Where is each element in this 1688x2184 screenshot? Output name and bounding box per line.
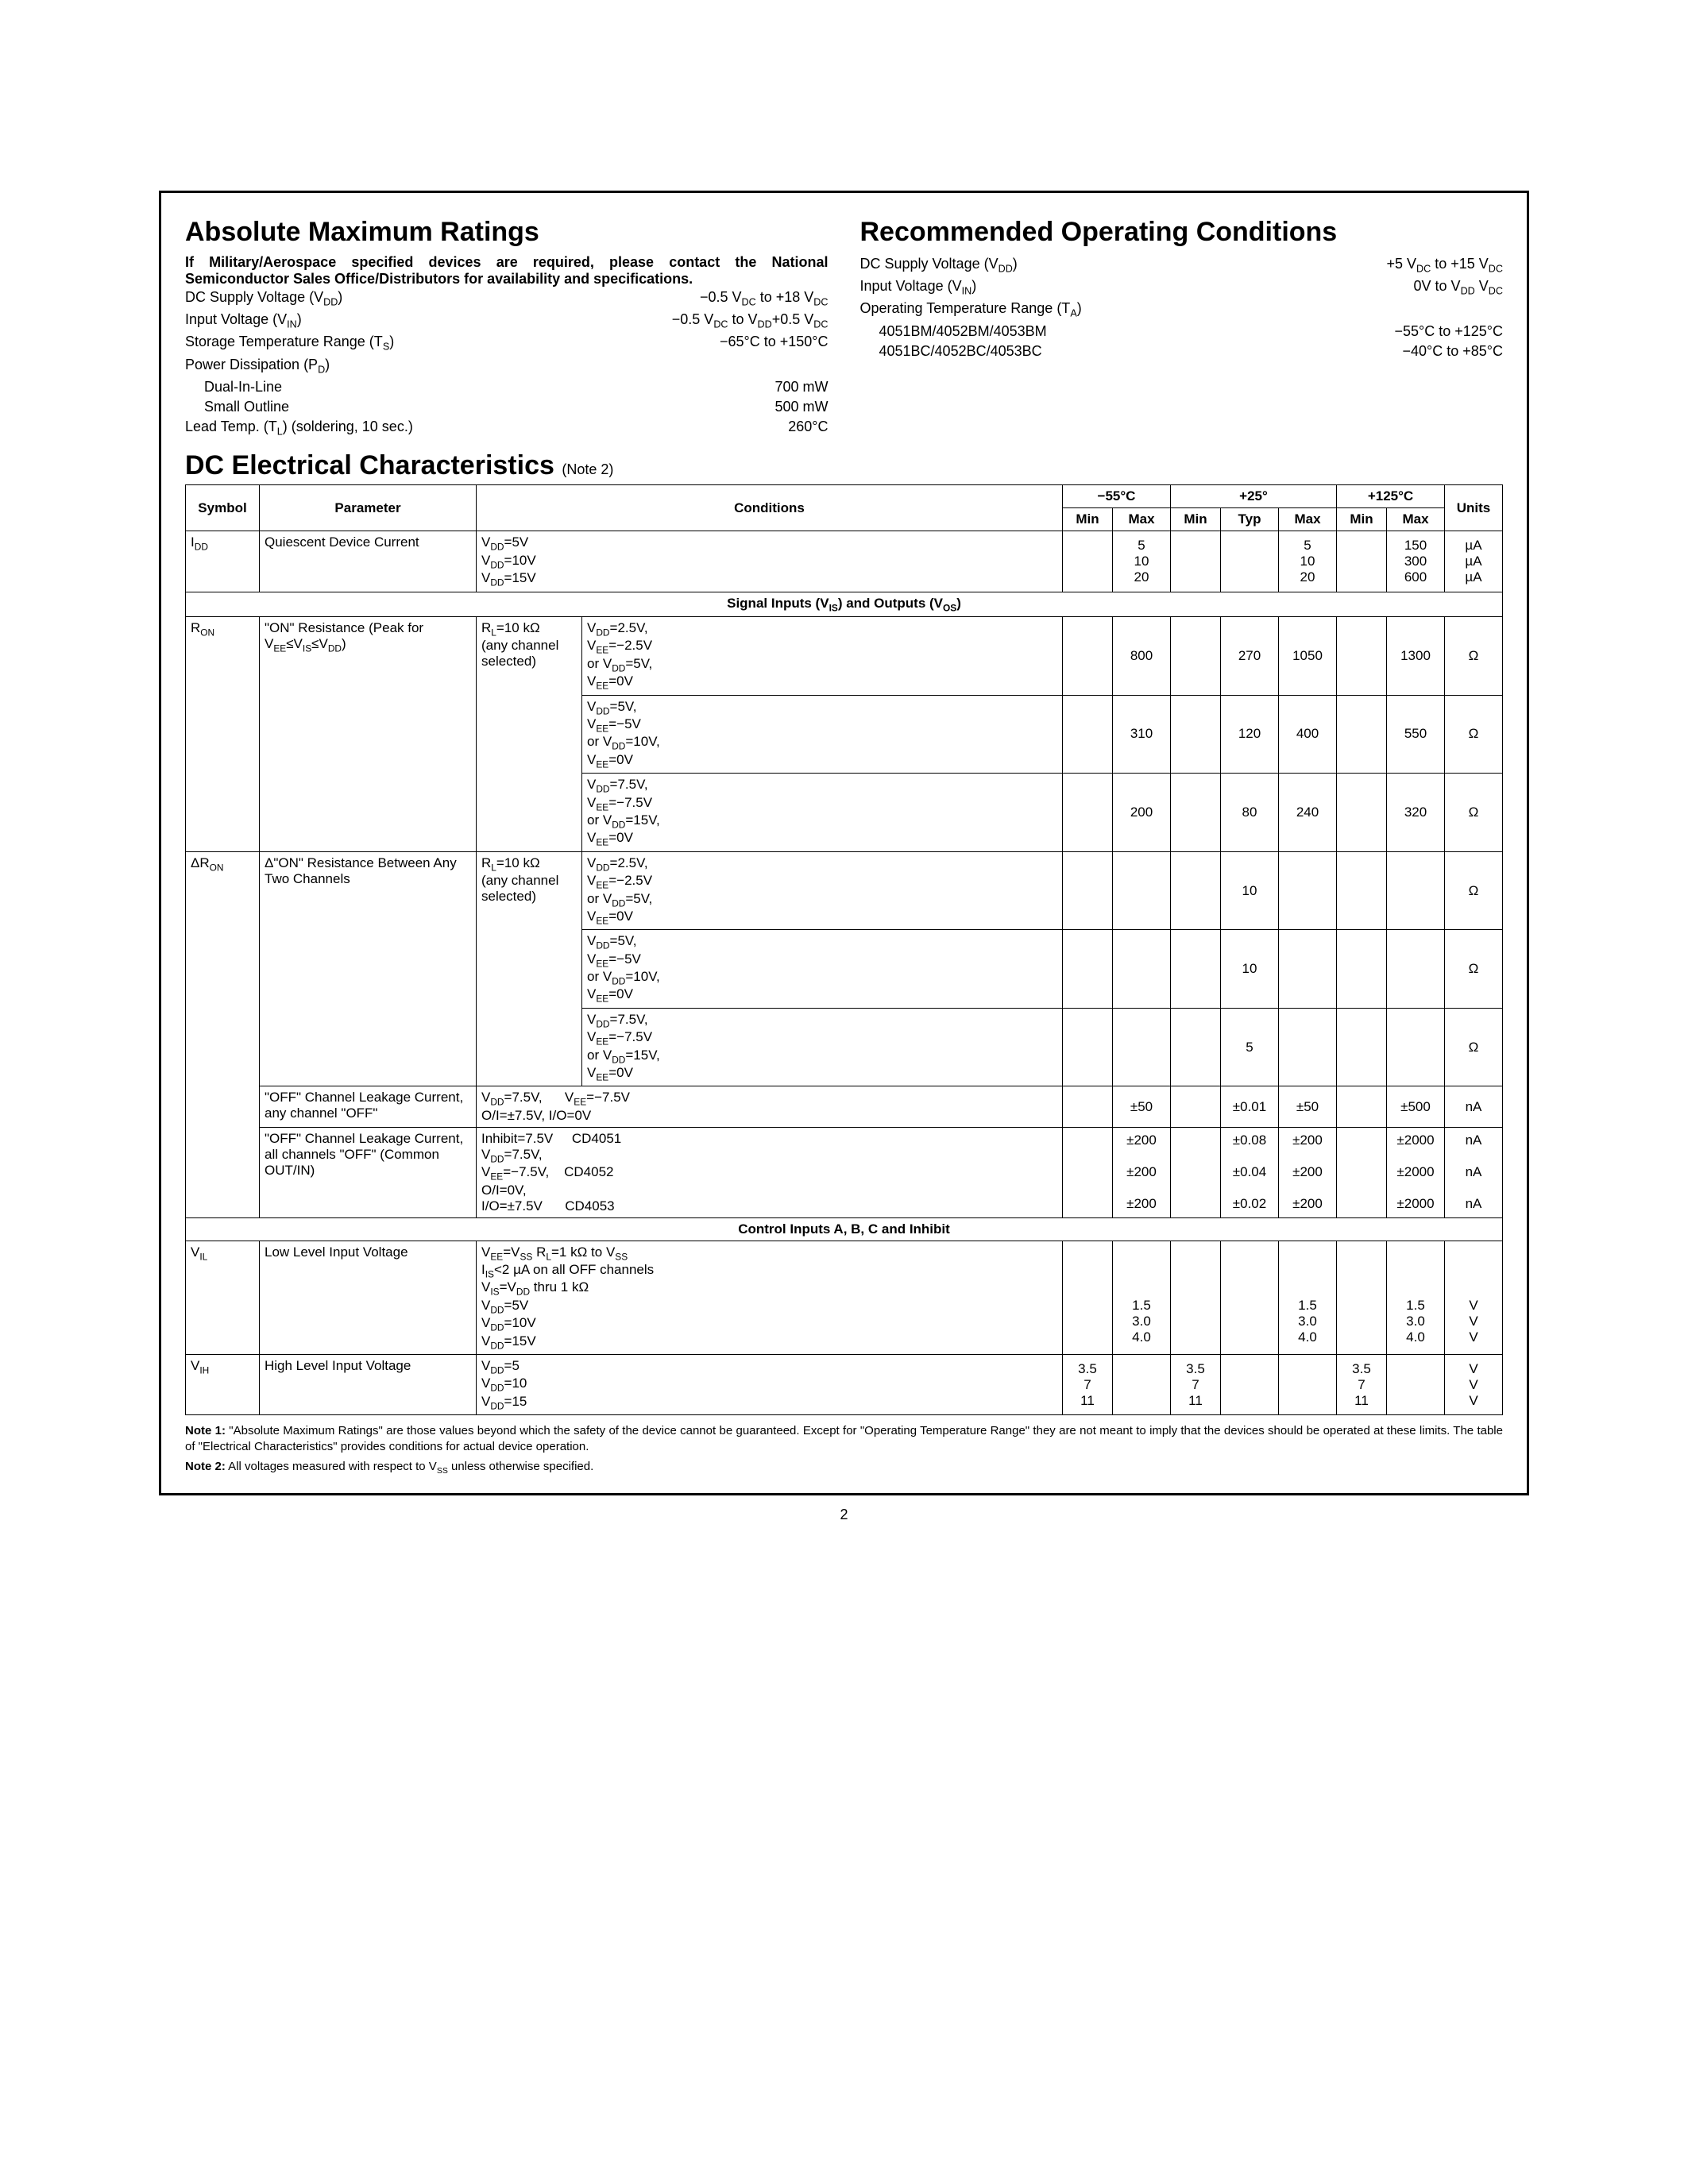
off-leakage-all: "OFF" Channel Leakage Current, all chann… <box>186 1127 1503 1217</box>
dc-title: DC Electrical Characteristics (Note 2) <box>185 450 1503 481</box>
spec-line: Storage Temperature Range (TS)−65°C to +… <box>185 332 829 354</box>
datasheet-frame: Absolute Maximum Ratings If Military/Aer… <box>159 191 1529 1495</box>
amr-title: Absolute Maximum Ratings <box>185 217 829 248</box>
vil-row: VIL Low Level Input Voltage VEE=VSS RL=1… <box>186 1241 1503 1354</box>
off-leakage-any: "OFF" Channel Leakage Current, any chann… <box>186 1086 1503 1127</box>
th-symbol: Symbol <box>186 485 260 531</box>
idd-row: IDD Quiescent Device Current VDD=5VVDD=1… <box>186 531 1503 592</box>
spec-line: 4051BC/4052BC/4053BC−40°C to +85°C <box>860 341 1504 361</box>
spec-line: Input Voltage (VIN)0V to VDD VDC <box>860 276 1504 299</box>
dc-characteristics-table: Symbol Parameter Conditions −55°C +25° +… <box>185 484 1503 1415</box>
roc-title: Recommended Operating Conditions <box>860 217 1504 248</box>
spec-line: Operating Temperature Range (TA) <box>860 299 1504 321</box>
th-conditions: Conditions <box>477 485 1063 531</box>
spec-line: Lead Temp. (TL) (soldering, 10 sec.)260°… <box>185 417 829 439</box>
spec-line: Dual-In-Line700 mW <box>185 377 829 397</box>
vih-row: VIH High Level Input Voltage VDD=5VDD=10… <box>186 1354 1503 1414</box>
note-1: Note 1: "Absolute Maximum Ratings" are t… <box>185 1423 1503 1454</box>
section-signal-io: Signal Inputs (VIS) and Outputs (VOS) <box>186 592 1503 616</box>
roc-section: Recommended Operating Conditions DC Supp… <box>860 217 1504 439</box>
th-plus25: +25° <box>1171 485 1337 508</box>
ron-row-1: RON "ON" Resistance (Peak for VEE≤VIS≤VD… <box>186 617 1503 696</box>
notes: Note 1: "Absolute Maximum Ratings" are t… <box>185 1423 1503 1477</box>
page-number: 2 <box>159 1507 1529 1523</box>
spec-line: Power Dissipation (PD) <box>185 355 829 377</box>
th-units: Units <box>1445 485 1503 531</box>
amr-intro: If Military/Aerospace specified devices … <box>185 254 829 287</box>
dron-row-1: ΔRON Δ"ON" Resistance Between Any Two Ch… <box>186 851 1503 930</box>
spec-line: Input Voltage (VIN)−0.5 VDC to VDD+0.5 V… <box>185 310 829 332</box>
amr-section: Absolute Maximum Ratings If Military/Aer… <box>185 217 829 439</box>
spec-line: DC Supply Voltage (VDD)−0.5 VDC to +18 V… <box>185 287 829 310</box>
th-plus125: +125°C <box>1337 485 1445 508</box>
spec-line: 4051BM/4052BM/4053BM−55°C to +125°C <box>860 322 1504 341</box>
note-2: Note 2: All voltages measured with respe… <box>185 1459 1503 1477</box>
spec-line: Small Outline500 mW <box>185 397 829 417</box>
spec-line: DC Supply Voltage (VDD)+5 VDC to +15 VDC <box>860 254 1504 276</box>
th-parameter: Parameter <box>260 485 477 531</box>
section-control-inputs: Control Inputs A, B, C and Inhibit <box>186 1217 1503 1241</box>
th-minus55: −55°C <box>1063 485 1171 508</box>
